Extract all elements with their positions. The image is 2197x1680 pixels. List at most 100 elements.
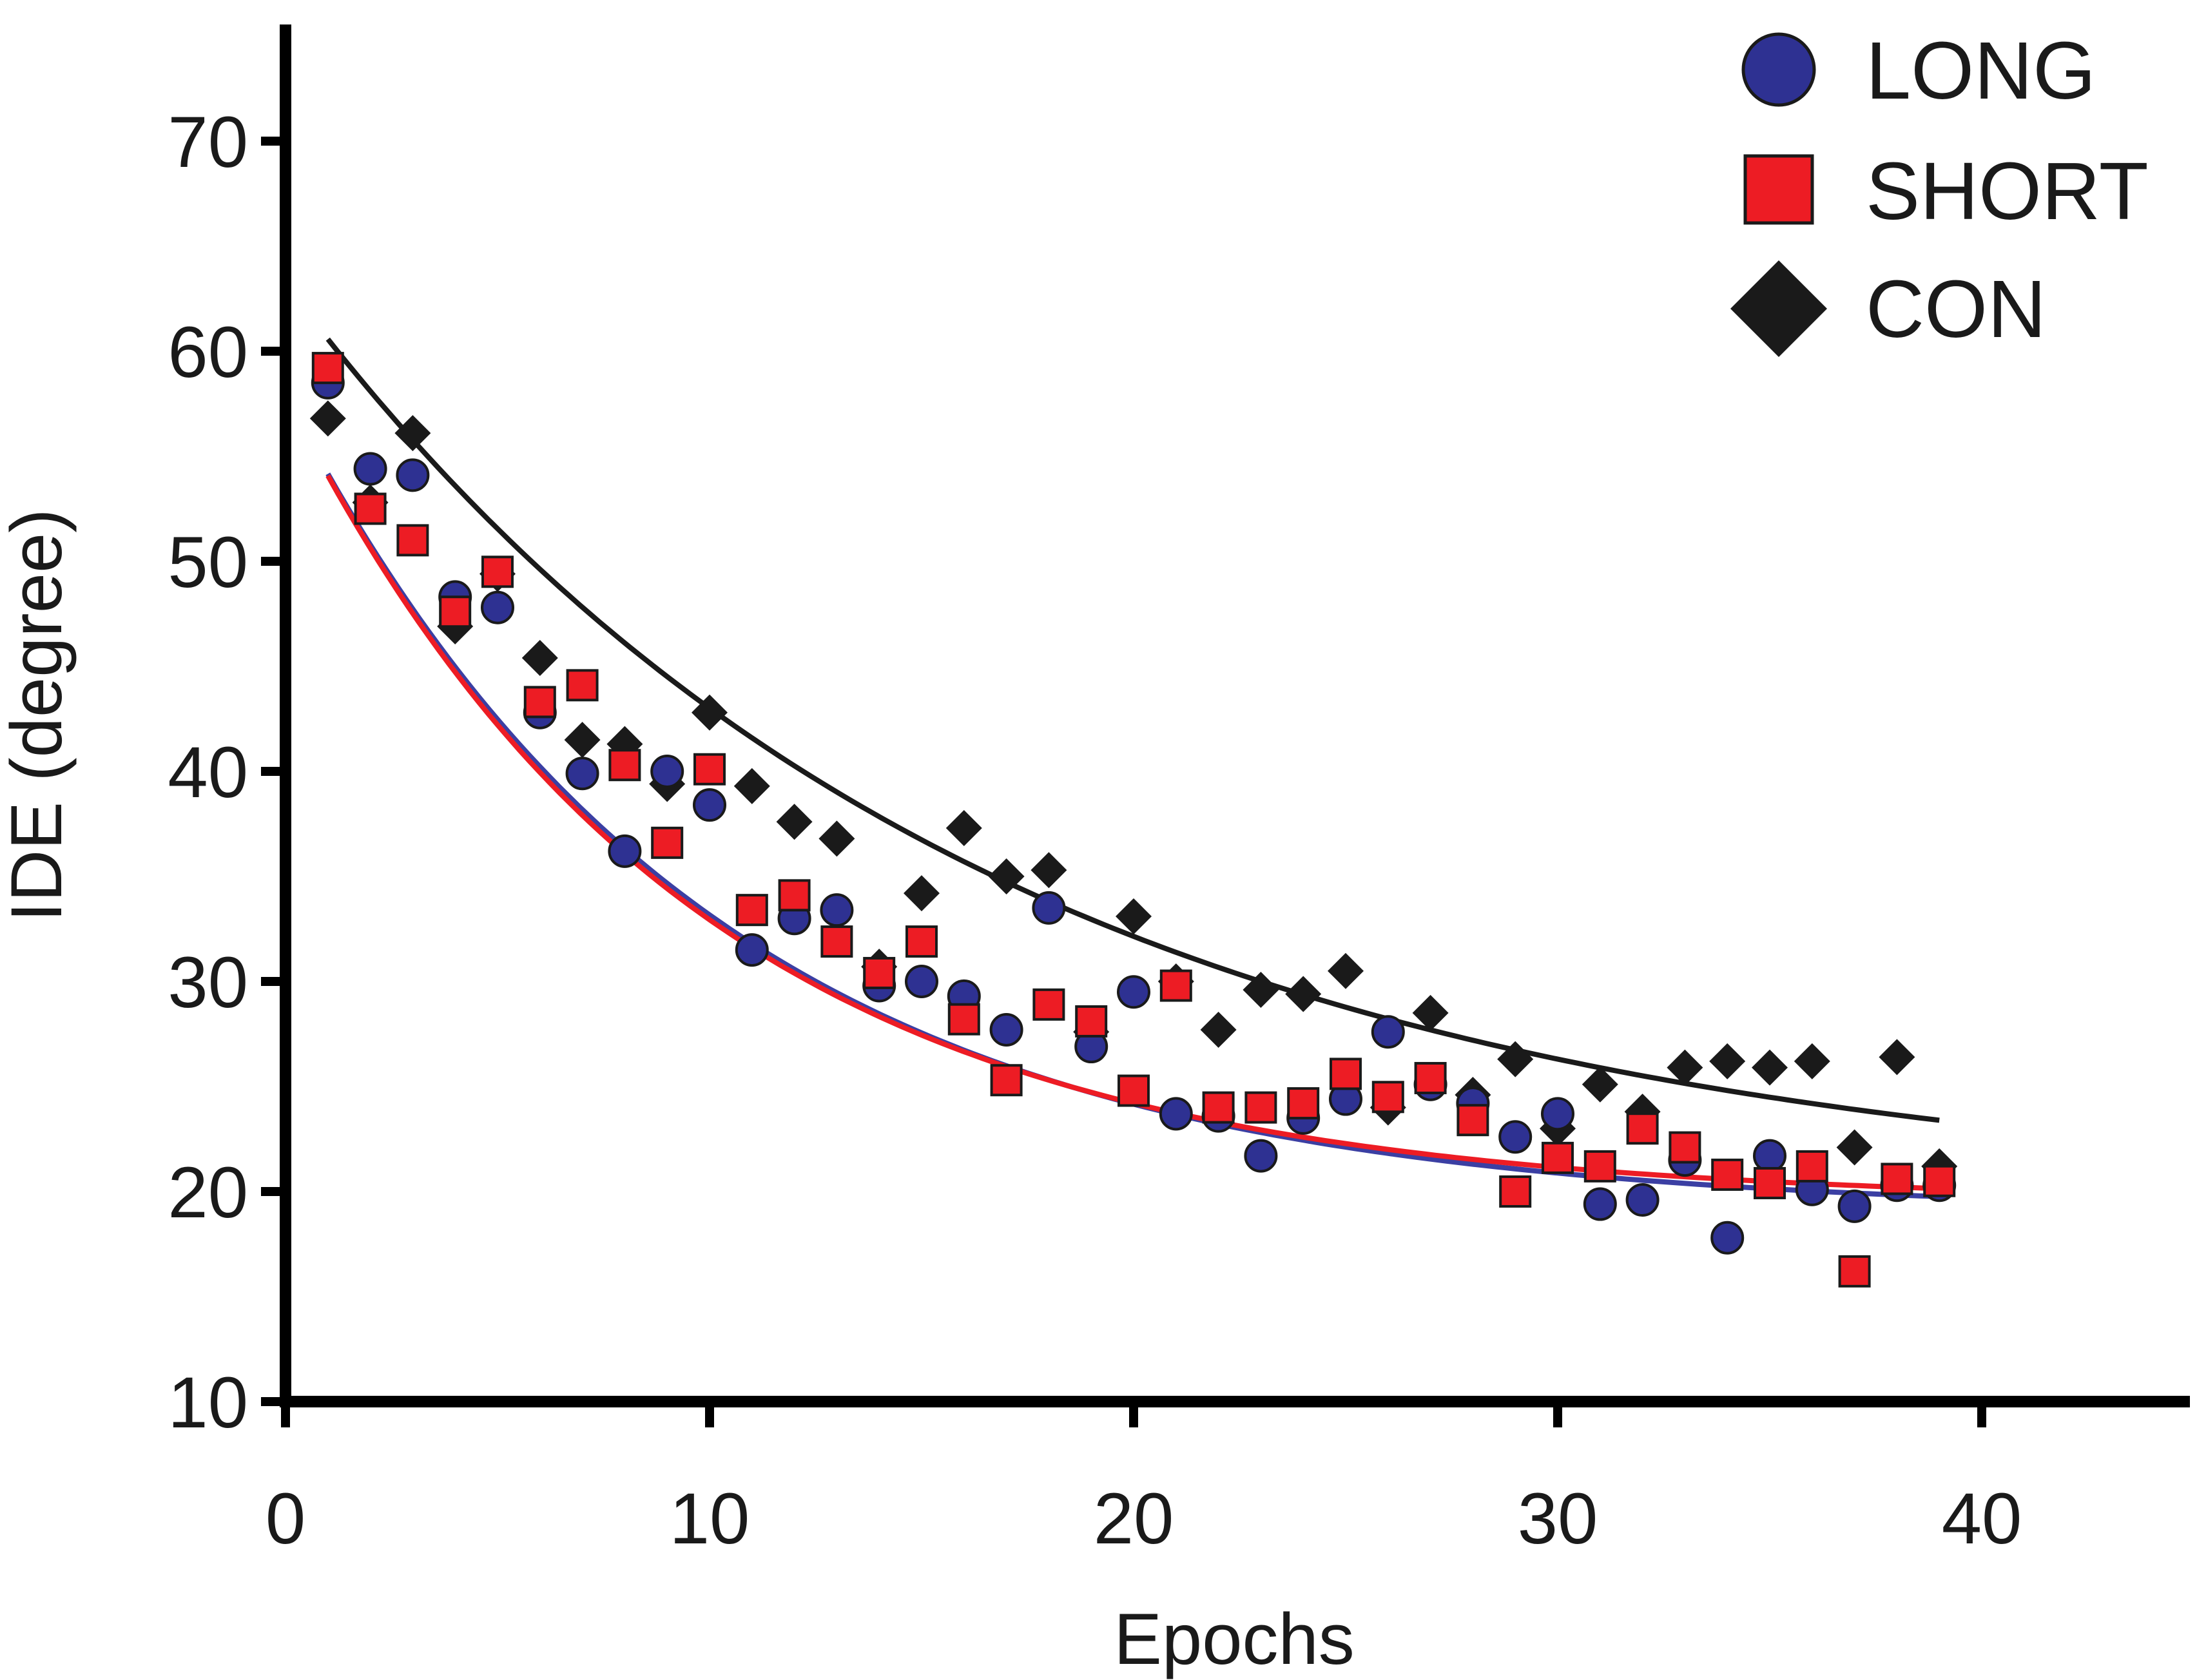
point-con: [1582, 1066, 1618, 1103]
point-short: [863, 956, 896, 989]
y-tick-label: 50: [168, 522, 248, 603]
point-short: [1923, 1164, 1956, 1197]
y-tick-label: 70: [168, 102, 248, 182]
point-long: [1837, 1189, 1872, 1223]
x-axis-label: Epochs: [1114, 1599, 1355, 1679]
point-con: [776, 804, 813, 840]
point-short: [1499, 1175, 1532, 1208]
point-con: [1200, 1011, 1237, 1048]
point-con: [1836, 1129, 1873, 1166]
point-long: [1244, 1139, 1278, 1173]
point-con: [1412, 994, 1449, 1031]
point-short: [735, 894, 768, 927]
legend-marker-short: [1743, 154, 1814, 225]
point-short: [820, 925, 853, 958]
point-short: [1414, 1061, 1447, 1094]
point-con: [521, 639, 558, 676]
point-long: [1498, 1120, 1533, 1154]
point-con: [1752, 1049, 1788, 1086]
point-long: [565, 757, 599, 791]
point-long: [481, 590, 514, 624]
point-short: [990, 1064, 1023, 1097]
point-con: [1667, 1049, 1703, 1086]
point-con: [945, 810, 982, 847]
x-tick-label: 30: [1518, 1478, 1598, 1559]
point-con: [1243, 972, 1279, 1009]
point-con: [1328, 952, 1364, 989]
point-short: [1075, 1005, 1108, 1038]
fit-line-con: [325, 337, 1940, 1123]
point-short: [481, 555, 514, 588]
point-short: [1244, 1091, 1277, 1124]
point-long: [1371, 1015, 1405, 1049]
point-con: [394, 415, 431, 452]
point-con: [564, 722, 601, 758]
point-long: [1625, 1183, 1660, 1217]
point-long: [1541, 1097, 1574, 1131]
point-short: [1542, 1141, 1574, 1174]
point-short: [1881, 1163, 1913, 1195]
point-long: [735, 933, 769, 967]
point-con: [904, 875, 940, 912]
point-short: [693, 753, 726, 786]
point-short: [566, 669, 599, 702]
point-con: [1794, 1043, 1830, 1079]
point-short: [1457, 1104, 1489, 1137]
point-con: [1497, 1041, 1534, 1077]
point-short: [1330, 1057, 1362, 1090]
point-long: [650, 755, 684, 788]
point-short: [1838, 1255, 1871, 1288]
y-tick-label: 60: [168, 312, 248, 392]
point-long: [905, 965, 938, 998]
point-long: [693, 788, 726, 822]
point-long: [1753, 1139, 1786, 1173]
point-short: [1626, 1112, 1659, 1145]
y-tick-label: 10: [168, 1362, 248, 1443]
point-long: [396, 458, 430, 492]
y-tick-label: 40: [168, 732, 248, 813]
point-short: [354, 492, 387, 525]
point-short: [523, 686, 556, 719]
point-con: [1031, 852, 1067, 889]
point-con: [733, 768, 770, 804]
y-tick-label: 30: [168, 942, 248, 1023]
point-short: [1711, 1158, 1744, 1191]
legend-label-long: LONG: [1866, 25, 2096, 116]
point-con: [309, 400, 346, 437]
point-long: [1710, 1221, 1745, 1255]
x-tick-label: 0: [266, 1478, 305, 1559]
point-long: [353, 452, 387, 486]
point-short: [396, 524, 429, 557]
point-short: [311, 352, 344, 385]
y-axis-label: IDE (degree): [0, 508, 77, 922]
point-con: [1285, 976, 1322, 1012]
x-tick-label: 10: [670, 1478, 750, 1559]
point-short: [608, 749, 641, 782]
point-con: [1709, 1043, 1746, 1079]
point-short: [905, 925, 938, 958]
point-long: [1117, 975, 1150, 1009]
point-long: [1032, 891, 1066, 925]
point-short: [1371, 1081, 1404, 1114]
legend-label-con: CON: [1866, 264, 2046, 354]
point-long: [1159, 1097, 1193, 1131]
point-short: [439, 595, 472, 628]
x-tick-label: 40: [1942, 1478, 2022, 1559]
point-short: [651, 826, 684, 859]
point-short: [1754, 1166, 1786, 1199]
point-short: [778, 879, 811, 912]
point-short: [1583, 1150, 1616, 1183]
x-tick-label: 20: [1094, 1478, 1174, 1559]
axes: [280, 24, 2190, 1407]
point-con: [692, 694, 728, 731]
legend-marker-con: [1730, 260, 1827, 357]
point-short: [1795, 1150, 1828, 1183]
point-con: [988, 858, 1025, 894]
point-long: [1583, 1187, 1617, 1221]
point-short: [1118, 1074, 1150, 1107]
point-short: [947, 1003, 980, 1036]
legend-marker-long: [1741, 32, 1816, 107]
point-long: [608, 834, 642, 868]
legend: LONG SHORT CON: [1730, 25, 2149, 357]
